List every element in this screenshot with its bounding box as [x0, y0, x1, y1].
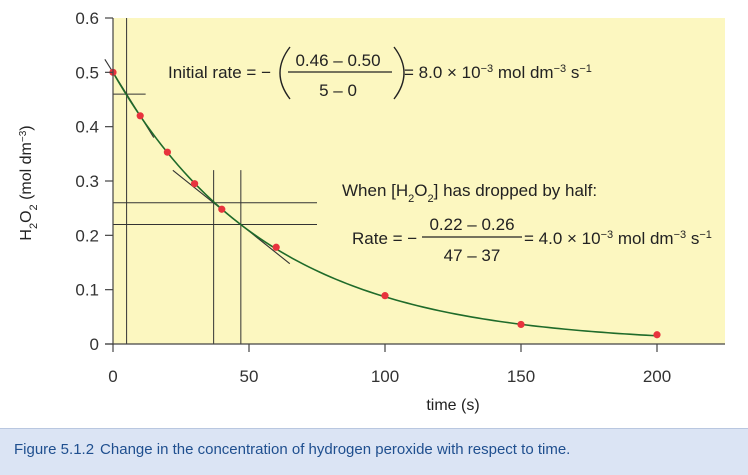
y-tick-label: 0.1 [75, 281, 99, 300]
x-tick-label: 150 [507, 367, 535, 386]
left-parenthesis [279, 46, 291, 100]
x-axis-title: time (s) [426, 397, 479, 414]
x-tick-label: 50 [240, 367, 259, 386]
y-axis-title: H2O2 (mol dm−3) [18, 125, 41, 240]
x-ticks: 0 50 100 150 200 [108, 344, 671, 386]
data-point [381, 292, 389, 300]
y-tick-label: 0.4 [75, 118, 99, 137]
half-rate-denominator: 47 – 37 [444, 246, 501, 265]
data-point [218, 205, 226, 213]
data-point [191, 180, 199, 188]
right-parenthesis [393, 46, 405, 100]
x-tick-label: 100 [371, 367, 399, 386]
y-tick-label: 0 [90, 335, 99, 354]
x-tick-label: 200 [643, 367, 671, 386]
figure-caption: Figure 5.1.2 Change in the concentration … [0, 428, 748, 475]
y-tick-label: 0.2 [75, 226, 99, 245]
plot-background [113, 18, 725, 344]
x-tick-label: 0 [108, 367, 117, 386]
half-rate-prefix: Rate = − [352, 229, 417, 248]
data-point [653, 331, 661, 339]
caption-text: Change in the concentration of hydrogen … [100, 441, 571, 458]
y-ticks: 0 0.1 0.2 0.3 0.4 0.5 0.6 [75, 9, 113, 354]
data-points [109, 68, 661, 339]
caption-label: Figure 5.1.2 [14, 441, 95, 458]
half-rate-annotation: When [H2O2] has dropped by half: Rate = … [342, 181, 712, 265]
initial-rate-annotation: Initial rate = − 0.46 – 0.50 5 – 0 = 8.0… [168, 46, 592, 100]
initial-rate-numerator: 0.46 – 0.50 [295, 51, 380, 70]
half-rate-numerator: 0.22 – 0.26 [429, 215, 514, 234]
initial-rate-result: = 8.0 × 10−3 mol dm−3 s−1 [404, 63, 592, 82]
initial-rate-prefix: Initial rate = − [168, 63, 271, 82]
y-tick-label: 0.6 [75, 9, 99, 28]
chart: 0 0.1 0.2 0.3 0.4 0.5 0.6 0 50 100 150 200 time (s… [18, 9, 725, 414]
data-point [136, 112, 144, 120]
y-tick-label: 0.5 [75, 63, 99, 82]
y-tick-label: 0.3 [75, 172, 99, 191]
data-point [517, 320, 525, 329]
initial-rate-denominator: 5 – 0 [319, 81, 357, 100]
half-rate-result: = 4.0 × 10−3 mol dm−3 s−1 [524, 229, 712, 248]
data-point [163, 148, 171, 156]
data-point [272, 243, 280, 251]
half-rate-heading: When [H2O2] has dropped by half: [342, 181, 597, 205]
